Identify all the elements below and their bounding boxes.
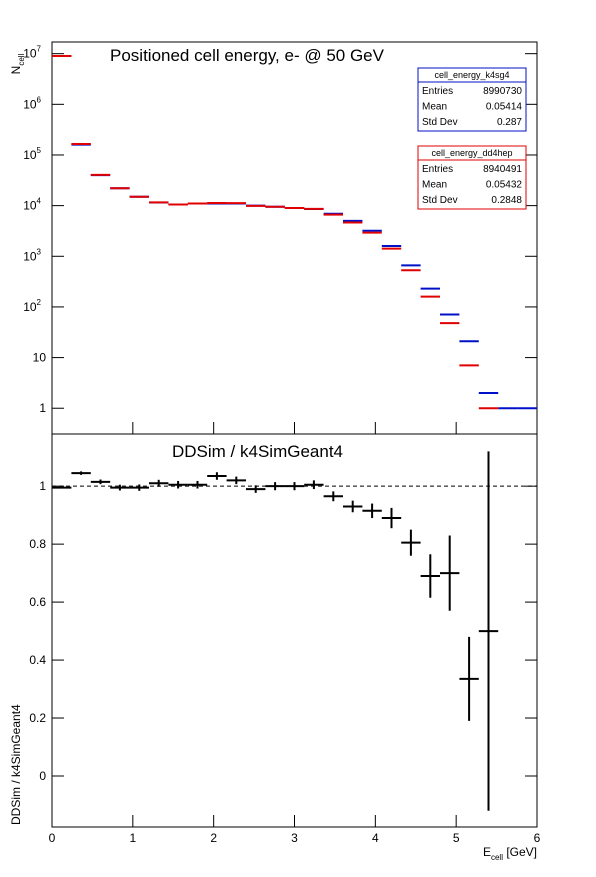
stats-key: Entries <box>422 86 453 97</box>
stats-box <box>417 145 527 210</box>
y-tick-label: 1 <box>39 479 46 493</box>
y-tick-label: 0 <box>39 769 46 783</box>
x-tick-label: 5 <box>453 831 460 845</box>
stats-title: cell_energy_k4sg4 <box>434 70 509 80</box>
y-tick-label-exp: 4 <box>37 197 42 206</box>
x-tick-label: 6 <box>534 831 541 845</box>
stats-title: cell_energy_dd4hep <box>431 148 512 158</box>
chart-title: Positioned cell energy, e- @ 50 GeV <box>110 46 385 65</box>
stats-key: Std Dev <box>422 195 458 206</box>
y-tick-label-base: 10 <box>23 148 37 162</box>
y-tick-label: 104 <box>23 197 41 213</box>
y-tick-label: 1 <box>39 401 46 415</box>
stats-value: 0.2848 <box>491 195 522 206</box>
stats-value: 8990730 <box>483 86 522 97</box>
y-label-sub: cell <box>17 53 26 65</box>
y-tick-label-base: 10 <box>23 97 37 111</box>
stats-value: 8940491 <box>483 164 522 175</box>
y-tick-label-base: 10 <box>23 199 37 213</box>
x-tick-label: 0 <box>49 831 56 845</box>
y-tick-label-base: 10 <box>23 300 37 314</box>
y-tick-label-base: 10 <box>23 47 37 61</box>
y-tick-label-base: 10 <box>23 249 37 263</box>
stats-value: 0.287 <box>497 117 522 128</box>
y-tick-label: 0.6 <box>29 595 46 609</box>
y-tick-label: 0.4 <box>29 653 46 667</box>
y-axis-label: Ncell <box>9 53 26 74</box>
y-tick-label: 0.8 <box>29 537 46 551</box>
stats-key: Std Dev <box>422 117 458 128</box>
y-tick-label: 105 <box>23 146 41 162</box>
x-label-main: E <box>483 845 491 859</box>
stats-key: Mean <box>422 102 447 113</box>
x-label-sub: cell <box>491 853 503 862</box>
y-tick-label: 106 <box>23 95 41 111</box>
stats-key: Mean <box>422 180 447 191</box>
stats-box <box>417 67 527 132</box>
y-tick-label-exp: 6 <box>37 95 42 104</box>
y-tick-label-exp: 3 <box>37 247 42 256</box>
y-tick-label-exp: 7 <box>37 45 42 54</box>
ratio-title: DDSim / k4SimGeant4 <box>172 442 343 461</box>
y-tick-label: 0.2 <box>29 711 46 725</box>
y-tick-label: 10 <box>33 351 47 365</box>
stats-value: 0.05414 <box>486 102 523 113</box>
x-tick-label: 3 <box>291 831 298 845</box>
y-tick-label: 107 <box>23 45 41 61</box>
y-label-main: N <box>9 66 23 75</box>
x-tick-label: 4 <box>372 831 379 845</box>
x-tick-label: 2 <box>210 831 217 845</box>
x-label-unit: [GeV] <box>503 845 537 859</box>
y-tick-label: 103 <box>23 247 41 263</box>
stats-key: Entries <box>422 164 453 175</box>
stats-value: 0.05432 <box>486 180 523 191</box>
y-tick-label-exp: 2 <box>37 298 42 307</box>
y-tick-label-exp: 5 <box>37 146 42 155</box>
x-tick-label: 1 <box>129 831 136 845</box>
x-axis-label: Ecell [GeV] <box>483 845 537 862</box>
ratio-y-label: DDSim / k4SimGeant4 <box>9 704 23 825</box>
y-tick-label: 102 <box>23 298 41 314</box>
